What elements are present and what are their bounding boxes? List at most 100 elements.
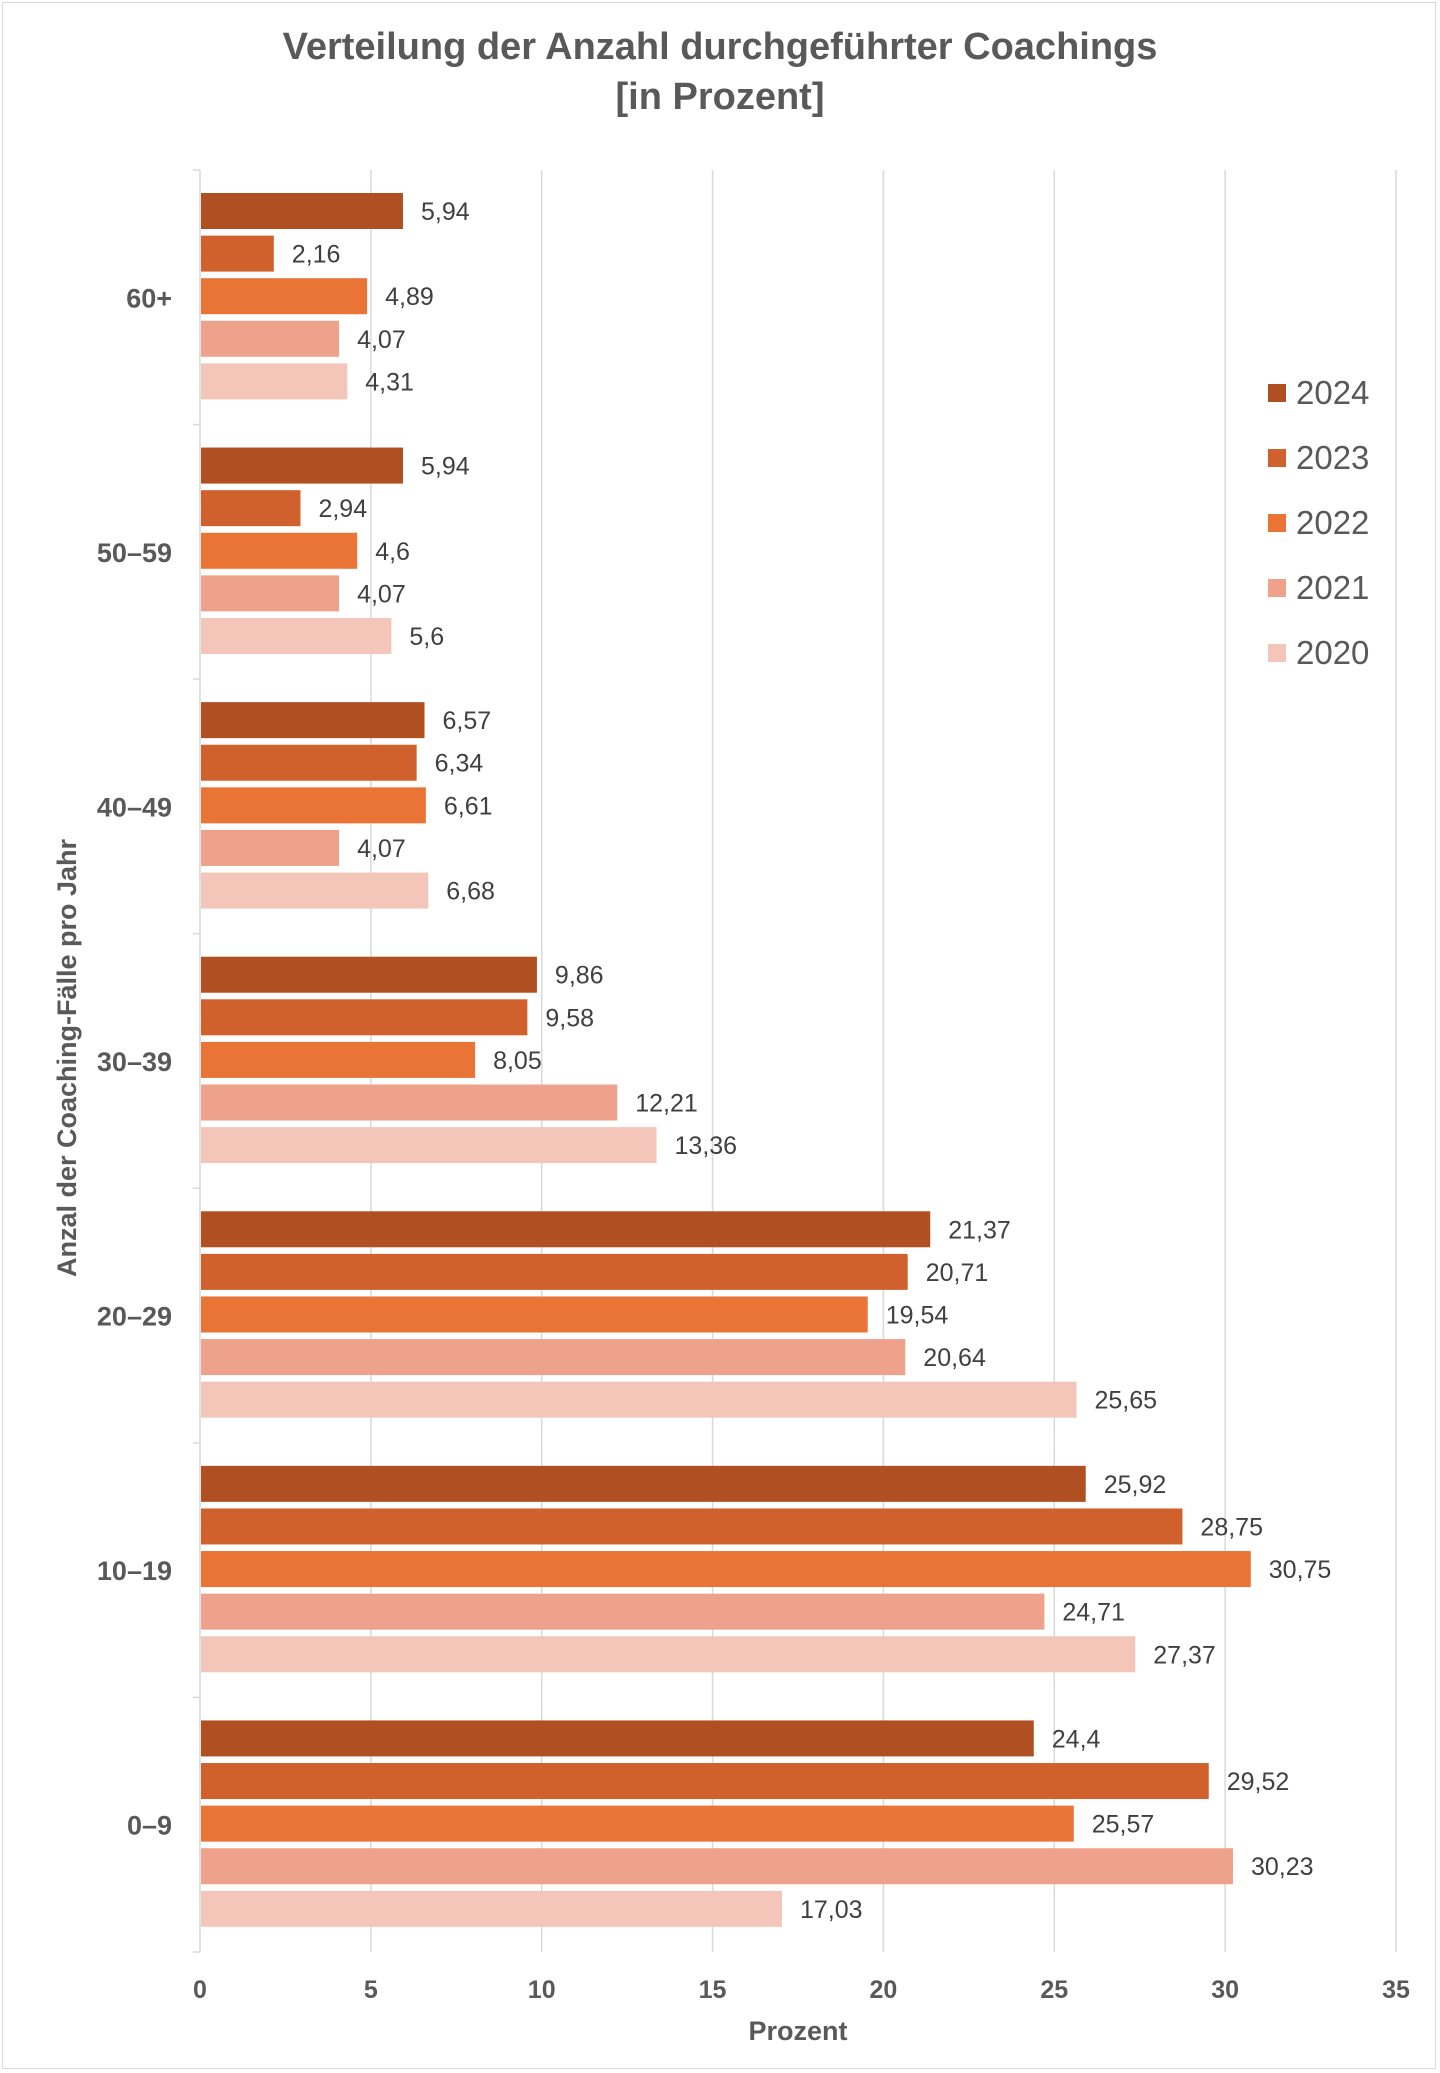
x-tick-label: 30: [1211, 1976, 1239, 2004]
bar: [201, 1381, 1077, 1418]
y-tick-label: 0–9: [127, 1811, 172, 1841]
data-label: 24,4: [1052, 1725, 1101, 1753]
bar: [201, 575, 340, 612]
data-label: 2,94: [318, 495, 367, 523]
data-label: 25,92: [1104, 1471, 1167, 1499]
x-tick-label: 20: [870, 1976, 898, 2004]
data-label: 5,94: [421, 453, 470, 481]
bar: [201, 1296, 868, 1333]
x-axis-label: Prozent: [748, 2016, 847, 2046]
legend-swatch: [1268, 513, 1286, 532]
x-tick-label: 15: [699, 1976, 727, 2004]
legend-label: 2020: [1296, 633, 1370, 671]
x-tick-label: 35: [1382, 1976, 1410, 2004]
data-label: 4,07: [357, 580, 406, 608]
bar: [201, 1890, 782, 1927]
legend-item: 2021: [1268, 555, 1369, 620]
y-axis-label: Anzal der Coaching-Fälle pro Jahr: [52, 838, 82, 1277]
y-tick-label: 20–29: [97, 1302, 172, 1332]
chart-legend: 2024 2023 2022 2021 2020: [1268, 360, 1369, 685]
bar: [201, 999, 528, 1036]
y-tick-label: 10–19: [97, 1556, 172, 1586]
data-label: 20,71: [926, 1259, 989, 1287]
bar: [201, 1084, 618, 1121]
legend-swatch: [1268, 448, 1286, 467]
data-label: 4,07: [357, 326, 406, 354]
bar: [201, 872, 429, 909]
x-tick-label: 0: [193, 1976, 207, 2004]
data-label: 4,07: [357, 835, 406, 863]
data-label: 30,23: [1251, 1853, 1314, 1881]
data-label: 6,34: [435, 750, 484, 778]
bar: [201, 702, 425, 739]
bar: [201, 1805, 1074, 1842]
bar: [201, 1636, 1136, 1673]
bar: [201, 1041, 476, 1078]
y-tick-label: 50–59: [97, 538, 172, 568]
bar: [201, 490, 301, 527]
bar: [201, 1465, 1086, 1502]
bar: [201, 1763, 1209, 1800]
data-label: 8,05: [493, 1047, 542, 1075]
bar: [201, 447, 403, 484]
legend-swatch: [1268, 578, 1286, 597]
data-label: 17,03: [800, 1896, 863, 1924]
y-tick-label: 60+: [126, 283, 172, 313]
data-label: 4,89: [385, 283, 434, 311]
data-label: 2,16: [292, 241, 341, 269]
bar: [201, 829, 340, 866]
legend-label: 2024: [1296, 373, 1370, 411]
data-label: 24,71: [1062, 1599, 1125, 1627]
legend-item: 2022: [1268, 490, 1369, 555]
data-label: 12,21: [635, 1090, 698, 1118]
data-label: 4,31: [365, 368, 414, 396]
data-label: 25,65: [1094, 1387, 1157, 1415]
data-label: 6,57: [443, 707, 492, 735]
data-label: 30,75: [1269, 1556, 1332, 1584]
legend-label: 2023: [1296, 438, 1370, 476]
bar: [201, 363, 348, 400]
data-label: 6,61: [444, 792, 493, 820]
data-label: 4,6: [375, 538, 410, 566]
bar: [201, 787, 426, 824]
bar: [201, 1848, 1234, 1885]
bar: [201, 1508, 1183, 1545]
data-label: 28,75: [1200, 1513, 1263, 1541]
bar: [201, 532, 358, 569]
data-label: 13,36: [675, 1132, 738, 1160]
bar: [201, 1339, 906, 1376]
bar: [201, 1551, 1251, 1588]
bar: [201, 744, 417, 781]
legend-item: 2023: [1268, 425, 1369, 490]
bar: [201, 1593, 1045, 1630]
y-tick-label: 40–49: [97, 792, 172, 822]
data-label: 19,54: [886, 1301, 949, 1329]
bar: [201, 1211, 931, 1248]
data-label: 5,6: [409, 623, 444, 651]
bar: [201, 193, 403, 229]
data-label: 9,86: [555, 962, 604, 990]
legend-swatch: [1268, 643, 1286, 662]
legend-label: 2022: [1296, 503, 1370, 541]
y-tick-label: 30–39: [97, 1047, 172, 1077]
x-tick-label: 10: [528, 1976, 556, 2004]
bar: [201, 320, 340, 357]
x-tick-label: 25: [1040, 1976, 1068, 2004]
legend-swatch: [1268, 383, 1286, 402]
bar: [201, 278, 368, 315]
data-label: 9,58: [545, 1004, 594, 1032]
data-label: 6,68: [446, 878, 495, 906]
bar: [201, 1253, 908, 1290]
data-label: 25,57: [1092, 1811, 1155, 1839]
x-tick-label: 5: [364, 1976, 378, 2004]
bar: [201, 617, 392, 654]
data-label: 27,37: [1153, 1641, 1216, 1669]
data-label: 21,37: [948, 1216, 1011, 1244]
chart-subtitle: [in Prozent]: [615, 76, 825, 118]
bar: [201, 1720, 1034, 1757]
data-label: 20,64: [923, 1344, 986, 1372]
legend-item: 2024: [1268, 360, 1369, 425]
chart-title: Verteilung der Anzahl durchgeführter Coa…: [282, 26, 1158, 68]
